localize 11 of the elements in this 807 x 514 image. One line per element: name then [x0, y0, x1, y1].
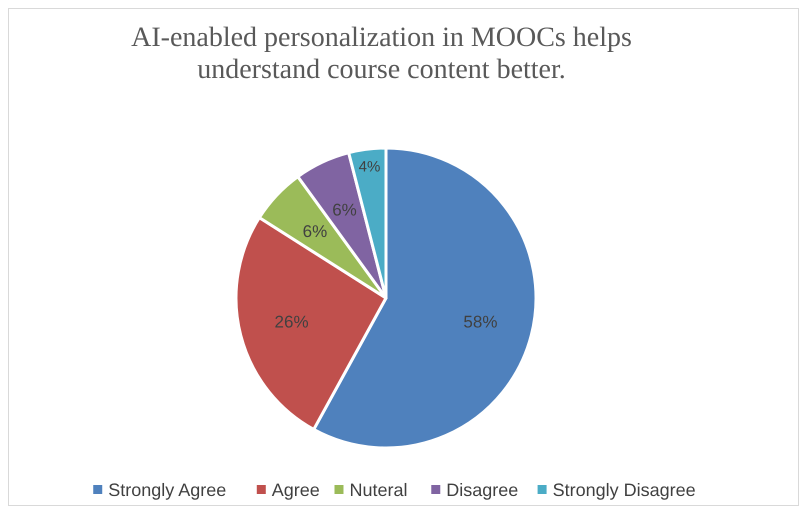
- data-label: 26%: [274, 312, 309, 332]
- legend-label: Nuteral: [349, 480, 408, 500]
- data-label: 6%: [332, 200, 357, 220]
- legend-label: Agree: [272, 480, 320, 500]
- data-label: 58%: [463, 312, 498, 332]
- chart-title: AI-enabled personalization in MOOCs helps understand course content better.: [131, 22, 632, 85]
- legend-label: Strongly Disagree: [552, 480, 696, 500]
- legend-label: Disagree: [446, 480, 518, 500]
- legend-label: Strongly Agree: [108, 480, 226, 500]
- data-label: 4%: [358, 158, 380, 176]
- data-label: 6%: [302, 222, 328, 241]
